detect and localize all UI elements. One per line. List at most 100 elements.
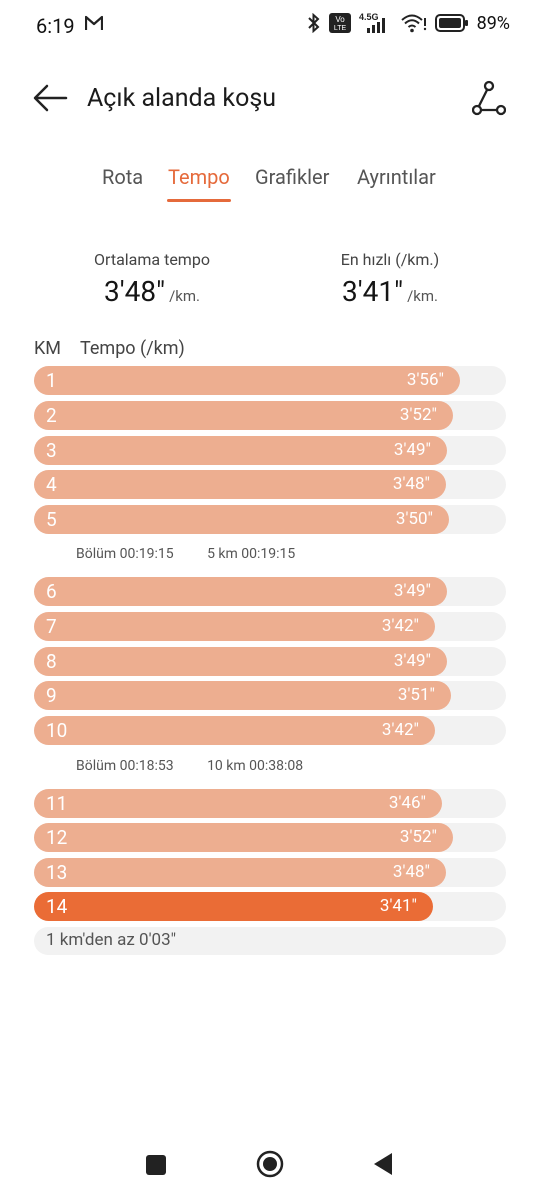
- tab-grafikler[interactable]: Grafikler: [255, 165, 330, 189]
- split-pace: 3'42": [381, 616, 419, 636]
- gmail-icon: [85, 15, 103, 30]
- clock: 6:19: [36, 14, 75, 38]
- split-pace: 3'49": [393, 440, 431, 460]
- split-bar: [34, 858, 446, 887]
- split-bar: [34, 681, 451, 710]
- wifi-icon: [400, 14, 426, 33]
- recents-icon[interactable]: [145, 1154, 167, 1176]
- fastest-pace: En hızlı (/km.) 3'41"/km.: [322, 250, 458, 308]
- segment-section-time: Bölüm 00:19:15: [76, 546, 174, 562]
- segment-summary: Bölüm 00:19:15 5 km 00:19:15: [76, 546, 325, 562]
- split-row: 4 3'48": [34, 470, 506, 499]
- battery-percent: 89%: [476, 12, 510, 34]
- pace-summary: Ortalama tempo 3'48"/km. En hızlı (/km.)…: [0, 250, 540, 320]
- split-km: 12: [46, 826, 68, 849]
- volte-icon: Vo LTE: [328, 13, 351, 33]
- split-row: 10 3'42": [34, 716, 506, 745]
- split-pace: 3'56": [406, 370, 444, 390]
- split-km: 6: [46, 580, 57, 603]
- average-pace: Ortalama tempo 3'48"/km.: [84, 250, 220, 308]
- split-row: 1 3'56": [34, 366, 506, 395]
- split-bar: [34, 366, 460, 395]
- segment-summary: Bölüm 00:18:53 10 km 00:38:08: [76, 758, 333, 774]
- system-nav-bar: [0, 1130, 540, 1200]
- fastest-pace-label: En hızlı (/km.): [340, 250, 440, 269]
- back-arrow-icon[interactable]: [32, 82, 68, 114]
- split-bar: [34, 647, 447, 676]
- split-row: 11 3'46": [34, 789, 506, 818]
- split-pace: 3'48": [392, 862, 430, 882]
- remaining-distance-row: 1 km'den az 0'03": [34, 927, 506, 955]
- active-tab-indicator: [167, 199, 231, 202]
- split-pace: 3'48": [392, 474, 430, 494]
- average-pace-unit: /km.: [169, 287, 200, 305]
- split-km: 4: [46, 473, 57, 496]
- split-bar: [34, 436, 447, 465]
- segment-total-time: 10 km 00:38:08: [207, 758, 304, 774]
- split-bar: [34, 470, 446, 499]
- fastest-pace-value: 3'41": [342, 275, 404, 308]
- split-km: 5: [46, 508, 57, 531]
- fastest-split-bar: [34, 892, 433, 921]
- split-km: 3: [46, 439, 57, 462]
- split-km: 13: [46, 861, 68, 884]
- average-pace-value: 3'48": [104, 275, 166, 308]
- split-km: 10: [46, 719, 68, 742]
- status-bar: 6:19 Vo LTE 4.5G: [0, 0, 540, 52]
- split-bar: [34, 823, 453, 852]
- split-row: 7 3'42": [34, 612, 506, 641]
- split-pace: 3'49": [393, 581, 431, 601]
- average-pace-label: Ortalama tempo: [94, 250, 210, 269]
- split-pace: 3'52": [399, 405, 437, 425]
- home-icon[interactable]: [256, 1150, 284, 1178]
- split-bar: [34, 716, 435, 745]
- split-row: 3 3'49": [34, 436, 506, 465]
- remaining-distance-text: 1 km'den az 0'03": [46, 930, 177, 950]
- split-pace: 3'50": [395, 509, 433, 529]
- split-pace: 3'51": [397, 685, 435, 705]
- page-title: Açık alanda koşu: [87, 84, 277, 113]
- tab-ayrintilar[interactable]: Ayrıntılar: [357, 165, 436, 189]
- split-pace: 3'52": [399, 827, 437, 847]
- split-row: 5 3'50": [34, 505, 506, 534]
- split-row: 13 3'48": [34, 858, 506, 887]
- tab-rota[interactable]: Rota: [102, 165, 144, 189]
- split-km: 7: [46, 615, 57, 638]
- split-km: 14: [46, 895, 68, 918]
- split-row: 9 3'51": [34, 681, 506, 710]
- pace-column-header: Tempo (/km): [80, 338, 185, 359]
- svg-text:LTE: LTE: [333, 25, 346, 32]
- segment-total-time: 5 km 00:19:15: [207, 546, 296, 562]
- split-bar: [34, 789, 442, 818]
- battery-icon: [434, 14, 468, 32]
- cell-signal-icon: 4.5G: [359, 12, 385, 33]
- app-bar: Açık alanda koşu: [0, 70, 540, 128]
- split-km: 11: [46, 792, 68, 815]
- bluetooth-icon: [307, 13, 320, 33]
- split-row: 2 3'52": [34, 401, 506, 430]
- route-icon[interactable]: [472, 80, 506, 116]
- split-bar: [34, 505, 449, 534]
- back-triangle-icon[interactable]: [372, 1152, 394, 1176]
- split-pace: 3'49": [393, 651, 431, 671]
- split-bar: [34, 612, 435, 641]
- split-km: 2: [46, 404, 57, 427]
- tab-tempo[interactable]: Tempo: [168, 165, 230, 189]
- km-column-header: KM: [34, 338, 62, 359]
- split-row: 14 3'41": [34, 892, 506, 921]
- svg-text:4.5G: 4.5G: [359, 12, 379, 22]
- split-km: 8: [46, 650, 57, 673]
- split-km: 1: [46, 369, 57, 392]
- tab-bar: Rota Tempo Grafikler Ayrıntılar: [0, 165, 540, 205]
- split-pace: 3'41": [379, 896, 417, 916]
- split-bar: [34, 577, 447, 606]
- split-row: 12 3'52": [34, 823, 506, 852]
- split-row: 8 3'49": [34, 647, 506, 676]
- fastest-pace-unit: /km.: [407, 287, 438, 305]
- split-pace: 3'46": [388, 793, 426, 813]
- split-km: 9: [46, 684, 57, 707]
- split-bar: [34, 401, 453, 430]
- svg-text:Vo: Vo: [335, 15, 345, 24]
- split-pace: 3'42": [381, 720, 419, 740]
- segment-section-time: Bölüm 00:18:53: [76, 758, 174, 774]
